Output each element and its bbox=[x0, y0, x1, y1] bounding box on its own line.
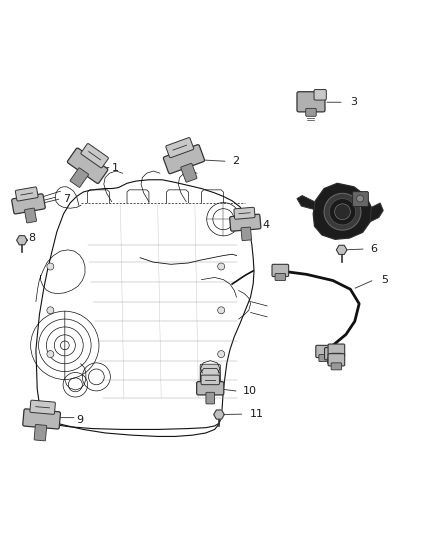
Text: 6: 6 bbox=[370, 244, 377, 254]
FancyBboxPatch shape bbox=[163, 144, 205, 174]
Polygon shape bbox=[214, 410, 224, 419]
Text: 5: 5 bbox=[381, 274, 388, 285]
Circle shape bbox=[335, 204, 350, 220]
Text: 3: 3 bbox=[350, 97, 357, 107]
Circle shape bbox=[218, 263, 225, 270]
FancyBboxPatch shape bbox=[197, 382, 224, 395]
Circle shape bbox=[47, 307, 54, 314]
Text: 9: 9 bbox=[77, 415, 84, 425]
FancyBboxPatch shape bbox=[206, 392, 215, 404]
FancyBboxPatch shape bbox=[328, 354, 345, 366]
FancyBboxPatch shape bbox=[297, 92, 325, 112]
FancyBboxPatch shape bbox=[328, 344, 345, 356]
Text: 2: 2 bbox=[232, 156, 239, 166]
FancyBboxPatch shape bbox=[328, 357, 338, 364]
FancyBboxPatch shape bbox=[319, 354, 329, 361]
FancyBboxPatch shape bbox=[200, 364, 220, 393]
FancyBboxPatch shape bbox=[325, 348, 341, 360]
FancyBboxPatch shape bbox=[12, 194, 45, 214]
FancyBboxPatch shape bbox=[234, 207, 255, 219]
Polygon shape bbox=[17, 236, 27, 245]
FancyBboxPatch shape bbox=[34, 424, 47, 441]
Circle shape bbox=[324, 193, 361, 230]
Polygon shape bbox=[336, 245, 347, 254]
FancyBboxPatch shape bbox=[67, 148, 108, 183]
FancyBboxPatch shape bbox=[15, 187, 38, 201]
FancyBboxPatch shape bbox=[166, 138, 194, 158]
FancyBboxPatch shape bbox=[81, 143, 109, 168]
Polygon shape bbox=[297, 196, 314, 209]
Text: 10: 10 bbox=[243, 386, 257, 397]
Text: 4: 4 bbox=[263, 220, 270, 230]
FancyBboxPatch shape bbox=[230, 214, 261, 231]
FancyBboxPatch shape bbox=[331, 363, 342, 370]
FancyBboxPatch shape bbox=[70, 168, 88, 187]
Circle shape bbox=[357, 195, 364, 202]
FancyBboxPatch shape bbox=[314, 90, 326, 100]
Circle shape bbox=[47, 351, 54, 358]
FancyBboxPatch shape bbox=[353, 191, 368, 206]
FancyBboxPatch shape bbox=[275, 273, 286, 280]
FancyBboxPatch shape bbox=[272, 264, 289, 277]
Polygon shape bbox=[370, 203, 383, 222]
Text: 1: 1 bbox=[112, 163, 119, 173]
Circle shape bbox=[218, 351, 225, 358]
FancyBboxPatch shape bbox=[25, 208, 36, 223]
FancyBboxPatch shape bbox=[30, 400, 55, 414]
Polygon shape bbox=[313, 183, 371, 239]
Circle shape bbox=[47, 263, 54, 270]
Text: 8: 8 bbox=[28, 233, 35, 243]
FancyBboxPatch shape bbox=[241, 227, 251, 240]
FancyBboxPatch shape bbox=[23, 409, 60, 429]
FancyBboxPatch shape bbox=[316, 345, 332, 358]
Circle shape bbox=[329, 199, 356, 225]
Text: 11: 11 bbox=[250, 409, 264, 419]
Text: 7: 7 bbox=[64, 193, 71, 204]
FancyBboxPatch shape bbox=[331, 353, 342, 360]
FancyBboxPatch shape bbox=[201, 375, 219, 385]
FancyBboxPatch shape bbox=[181, 163, 197, 182]
FancyBboxPatch shape bbox=[306, 108, 316, 116]
Circle shape bbox=[218, 307, 225, 314]
